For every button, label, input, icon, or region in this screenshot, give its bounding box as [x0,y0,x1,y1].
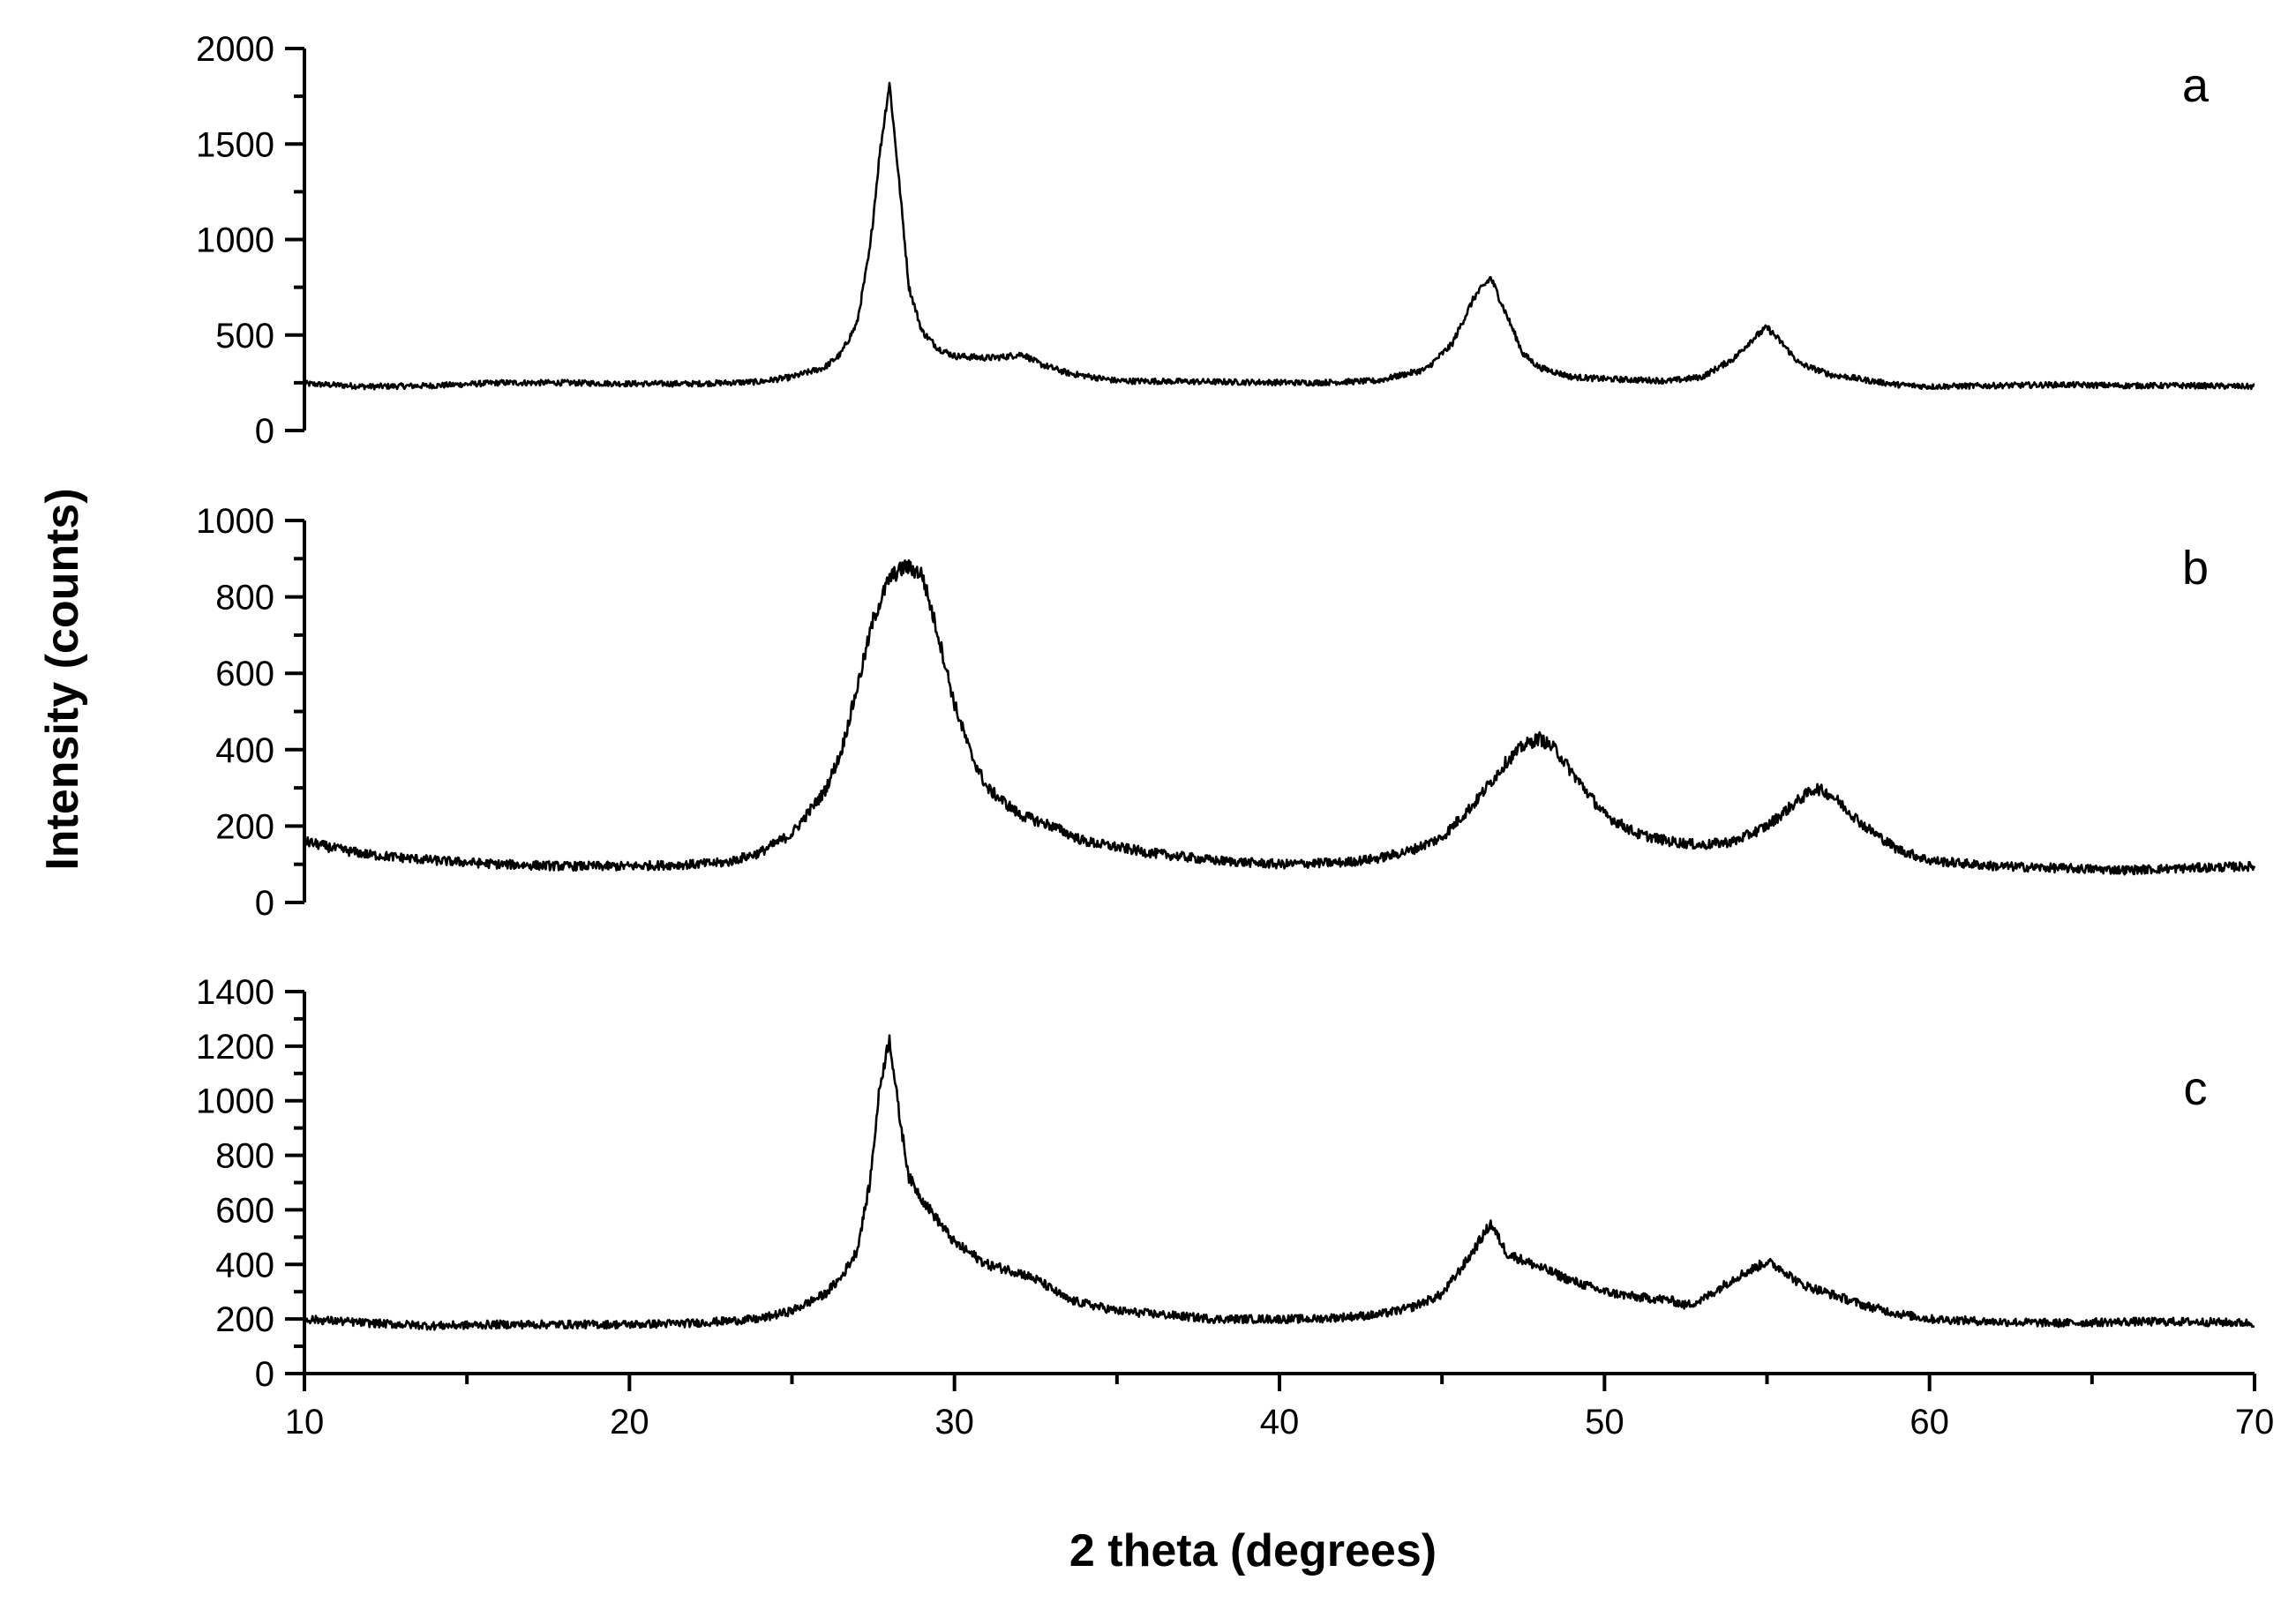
x-tick-label: 70 [2235,1403,2275,1442]
y-tick-label: 400 [215,731,274,770]
y-axis-title: Intensity (counts) [37,488,88,870]
panel-c: 0 200 400 600 800 1000 1200 1400 c [196,973,2255,1394]
panel-label-a: a [2182,59,2210,112]
y-tick-label: 400 [215,1246,274,1284]
x-axis: 10 20 30 40 50 60 70 [285,1372,2275,1442]
panel-b: 0 200 400 600 800 1000 b [196,502,2256,923]
y-tick-label: 1000 [196,221,274,260]
x-tick-label: 30 [934,1403,974,1442]
panel-a: 0 500 1000 1500 2000 a [196,30,2255,451]
y-tick-label: 500 [215,317,274,356]
y-tick-label: 200 [215,807,274,846]
y-tick-label: 1000 [196,1082,274,1121]
y-tick-label: 800 [215,579,274,618]
y-tick-label: 1000 [196,502,274,541]
panel-label-c: c [2184,1062,2208,1115]
x-tick-label: 10 [285,1403,325,1442]
y-tick-label: 0 [255,412,274,451]
x-tick-label: 60 [1910,1403,1949,1442]
y-tick-label: 1500 [196,125,274,164]
y-tick-label: 600 [215,1191,274,1230]
panel-label-b: b [2182,542,2209,595]
y-tick-label: 800 [215,1137,274,1176]
x-axis-title: 2 theta (degrees) [1069,1525,1437,1576]
y-tick-label: 0 [255,884,274,923]
series-line-c [303,1034,2255,1331]
y-tick-label: 1200 [196,1028,274,1067]
x-tick-label: 40 [1260,1403,1300,1442]
x-tick-label: 50 [1585,1403,1624,1442]
y-tick-label: 200 [215,1300,274,1339]
y-tick-label: 2000 [196,30,274,69]
y-tick-label: 0 [255,1355,274,1394]
y-tick-label: 1400 [196,973,274,1012]
series-line-b [304,558,2256,876]
x-tick-label: 20 [610,1403,649,1442]
y-tick-label: 600 [215,655,274,693]
series-line-a [303,81,2255,391]
